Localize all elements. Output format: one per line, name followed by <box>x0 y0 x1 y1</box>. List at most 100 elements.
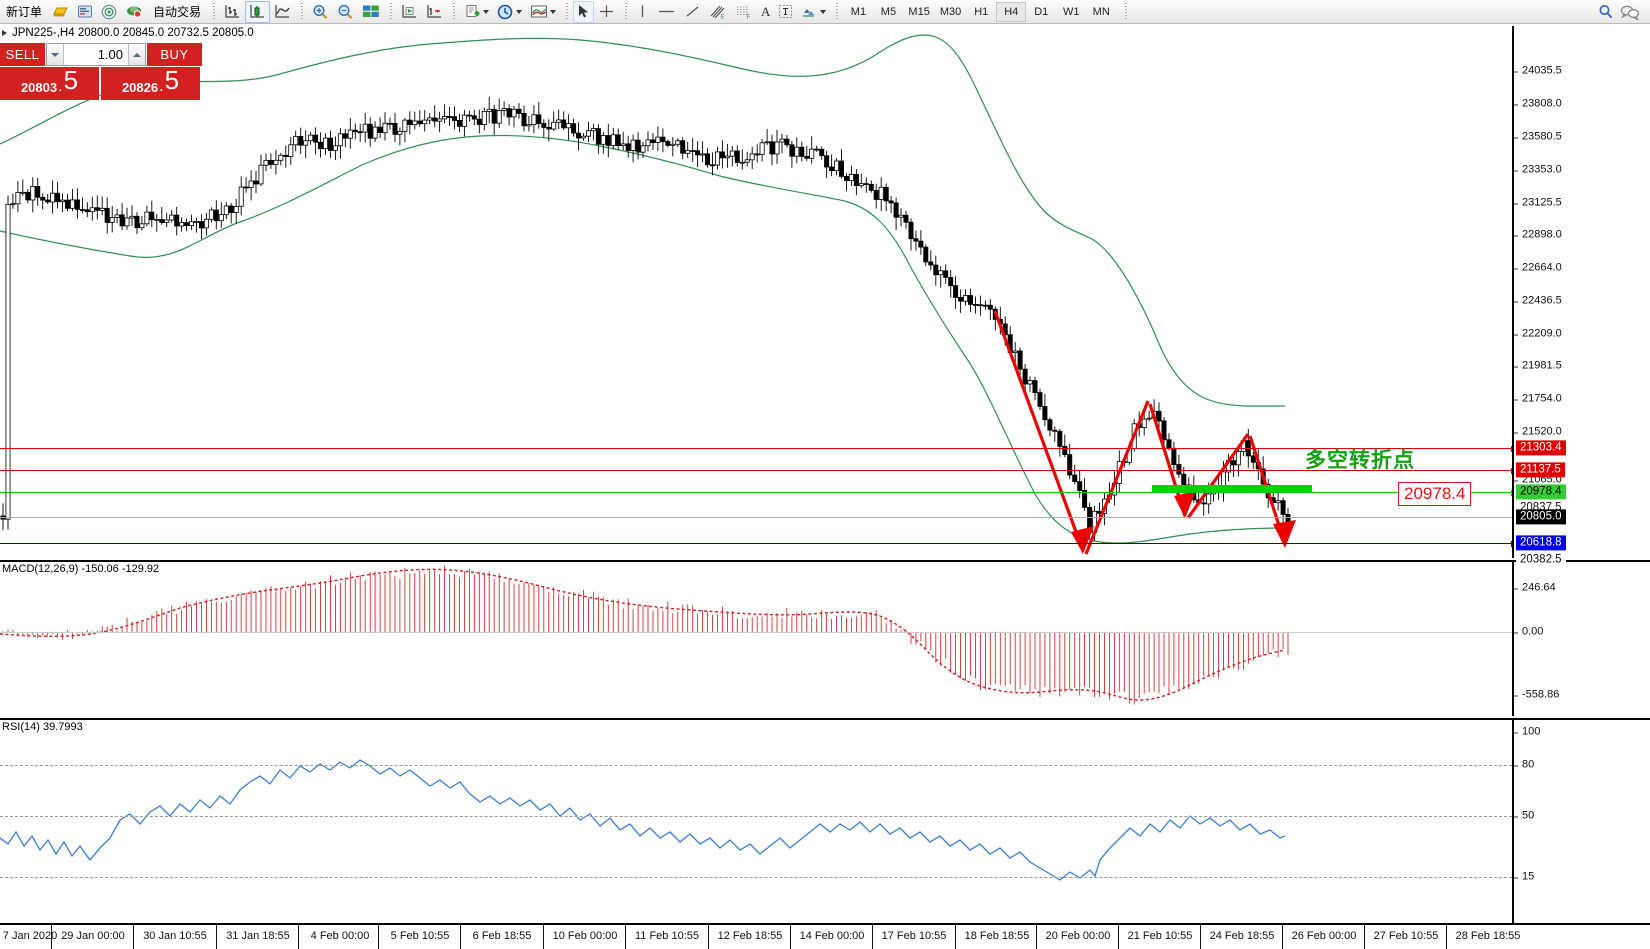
auto-scroll-icon[interactable] <box>397 1 422 23</box>
tile-windows-icon[interactable] <box>358 1 384 23</box>
sell-price-dot: . <box>58 78 62 98</box>
search-icon[interactable] <box>1598 4 1614 20</box>
toolbar-separator <box>1122 3 1129 21</box>
autotrade-button[interactable]: 自动交易 <box>147 1 207 23</box>
timeframe-w1[interactable]: W1 <box>1056 2 1086 22</box>
rsi-tick: 50 <box>1514 811 1534 822</box>
chart-area[interactable]: 多空转折点 20978.4 24035.5 23808.0 23580.5 23… <box>0 26 1650 949</box>
periodicity-clock-icon[interactable] <box>493 1 526 23</box>
price-level-label-20382-partial: 20382.5 <box>1516 552 1566 567</box>
terminal-window-icon[interactable] <box>73 1 97 23</box>
buy-button[interactable]: BUY <box>147 43 202 66</box>
chat-icon[interactable] <box>1620 4 1640 20</box>
rsi-label: RSI(14) 39.7993 <box>2 721 83 733</box>
indicators-icon[interactable] <box>526 1 560 23</box>
price-axis[interactable]: 24035.5 23808.0 23580.5 23353.0 23125.5 … <box>1512 26 1650 558</box>
timeframe-mn[interactable]: MN <box>1086 2 1116 22</box>
macd-label: MACD(12,26,9) -150.06 -129.92 <box>2 563 159 575</box>
timeframe-m15[interactable]: M15 <box>903 2 934 22</box>
timeframe-d1[interactable]: D1 <box>1026 2 1056 22</box>
toolbar-separator <box>833 3 840 21</box>
text-box-icon[interactable] <box>774 1 797 23</box>
vertical-line-icon[interactable] <box>632 1 653 23</box>
chevron-down-icon[interactable] <box>820 10 826 14</box>
price-callout-box[interactable]: 20978.4 <box>1398 482 1471 506</box>
time-label: 21 Feb 10:55 <box>1128 930 1193 942</box>
buy-price-fraction: 5 <box>165 67 179 93</box>
time-separator <box>625 925 626 949</box>
sell-price-fraction: 5 <box>64 67 78 93</box>
rsi-pane[interactable]: RSI(14) 39.7993 100 80 50 15 <box>0 718 1650 923</box>
trade-panel-controls: SELL 1.00 BUY <box>0 43 202 66</box>
chevron-down-icon[interactable] <box>550 10 556 14</box>
price-plot[interactable]: 多空转折点 20978.4 <box>0 26 1512 558</box>
volume-decrement-button[interactable] <box>47 44 64 65</box>
trendline-icon[interactable] <box>680 1 705 23</box>
new-order-button[interactable]: 新订单 <box>0 1 48 23</box>
symbol-info-text: JPN225-,H4 20800.0 20845.0 20732.5 20805… <box>12 27 254 39</box>
chevron-down-icon[interactable] <box>483 10 489 14</box>
macd-plot[interactable] <box>0 562 1512 716</box>
timeframe-h4[interactable]: H4 <box>996 2 1026 22</box>
time-label: 5 Feb 10:55 <box>391 930 450 942</box>
time-separator <box>955 925 956 949</box>
add-template-icon[interactable] <box>460 1 493 23</box>
rsi-plot[interactable] <box>0 720 1512 923</box>
sell-button[interactable]: SELL <box>0 43 45 66</box>
toolbar-separator <box>450 3 457 21</box>
crosshair-icon[interactable] <box>594 1 619 23</box>
cursor-arrow-icon[interactable] <box>573 1 594 23</box>
price-level-label-20618[interactable]: 20618.8 <box>1516 535 1566 550</box>
fibonacci-retracement-icon[interactable]: F <box>731 1 757 23</box>
signal-radar-icon[interactable] <box>97 1 121 23</box>
price-tick: 22898.0 <box>1514 230 1562 241</box>
time-axis[interactable]: 7 Jan 2020 29 Jan 00:00 30 Jan 10:55 31 Jan… <box>0 923 1650 949</box>
price-level-line-21303[interactable] <box>0 448 1512 449</box>
time-separator <box>298 925 299 949</box>
price-level-line-20618[interactable] <box>0 543 1512 544</box>
timeframe-m1[interactable]: M1 <box>843 2 873 22</box>
price-level-label-20978[interactable]: 20978.4 <box>1516 484 1566 499</box>
macd-pane[interactable]: MACD(12,26,9) -150.06 -129.92 20382.5 24… <box>0 560 1650 716</box>
time-separator <box>1036 925 1037 949</box>
drawing-objects-icon[interactable] <box>797 1 830 23</box>
current-price-line <box>0 517 1512 518</box>
volume-stepper[interactable]: 1.00 <box>46 43 146 66</box>
timeframe-m5[interactable]: M5 <box>873 2 903 22</box>
autotrade-robot-icon[interactable] <box>121 1 147 23</box>
expand-triangle-icon[interactable] <box>2 30 7 36</box>
price-level-label-21137[interactable]: 21137.5 <box>1516 462 1565 477</box>
time-label: 30 Jan 10:55 <box>143 930 207 942</box>
timeframe-m30[interactable]: M30 <box>935 2 966 22</box>
price-level-line-21137[interactable] <box>0 470 1512 471</box>
buy-price-button[interactable]: 20826 . 5 <box>101 67 200 100</box>
toolbar-right-group <box>1598 4 1650 20</box>
volume-increment-button[interactable] <box>128 44 145 65</box>
zoom-in-icon[interactable] <box>308 1 333 23</box>
macd-series-svg <box>0 562 1512 716</box>
horizontal-line-icon[interactable] <box>653 1 680 23</box>
price-pane[interactable]: 多空转折点 20978.4 24035.5 23808.0 23580.5 23… <box>0 26 1650 558</box>
chinese-annotation[interactable]: 多空转折点 <box>1305 444 1415 474</box>
equidistant-channel-icon[interactable]: E <box>705 1 731 23</box>
bar-chart-icon[interactable] <box>220 1 245 23</box>
time-label: 7 Jan 2020 <box>3 930 57 942</box>
line-chart-icon[interactable] <box>270 1 295 23</box>
time-label: 4 Feb 00:00 <box>311 930 370 942</box>
chevron-down-icon[interactable] <box>516 10 522 14</box>
sell-price-button[interactable]: 20803 . 5 <box>0 67 99 100</box>
price-level-label-21303[interactable]: 21303.4 <box>1516 440 1566 455</box>
zoom-out-icon[interactable] <box>333 1 358 23</box>
trade-panel-prices: 20803 . 5 20826 . 5 <box>0 67 202 100</box>
time-separator <box>460 925 461 949</box>
text-label-icon[interactable]: A <box>757 1 774 23</box>
gold-bar-icon[interactable] <box>48 1 73 23</box>
rsi-tick: 80 <box>1514 760 1534 771</box>
price-level-line-20978[interactable] <box>0 492 1512 493</box>
time-separator <box>1118 925 1119 949</box>
chart-shift-icon[interactable] <box>422 1 447 23</box>
timeframe-h1[interactable]: H1 <box>966 2 996 22</box>
volume-value[interactable]: 1.00 <box>64 44 128 65</box>
candlestick-chart-icon[interactable] <box>245 1 270 23</box>
price-series-svg <box>0 26 1512 558</box>
